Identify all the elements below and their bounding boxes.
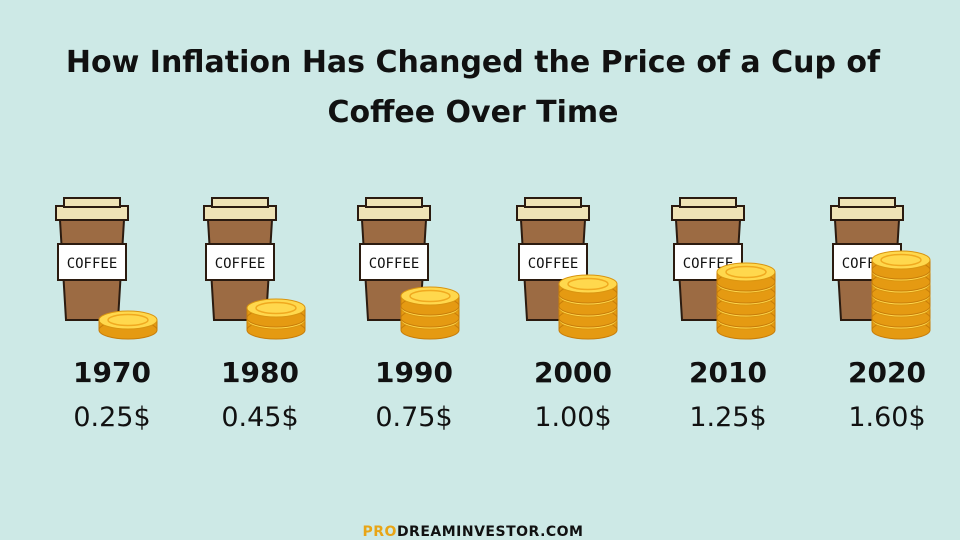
coffee-item-1980: COFFEE 1980 0.45$ xyxy=(200,190,360,440)
cup-lid-top xyxy=(63,197,121,208)
coin-stack xyxy=(716,262,776,340)
cup-sleeve xyxy=(205,243,275,281)
cup-sleeve xyxy=(359,243,429,281)
price-label: 0.25$ xyxy=(73,402,151,433)
coin-stack xyxy=(98,310,158,340)
brand-footer: PRODREAMINVESTOR.COM xyxy=(0,524,946,540)
coin-icon xyxy=(558,274,618,304)
cup-icon: COFFEE xyxy=(357,197,431,321)
year-label: 1980 xyxy=(221,356,299,389)
coffee-cup-icon: COFFEE xyxy=(203,197,306,340)
page-title: How Inflation Has Changed the Price of a… xyxy=(0,38,946,138)
title-line-2: Coffee Over Time xyxy=(327,95,619,130)
year-label: 2000 xyxy=(534,356,612,389)
cup-label: COFFEE xyxy=(67,256,118,272)
coin-stack xyxy=(400,286,460,340)
coffee-cup-icon: COFFEE xyxy=(55,197,158,340)
cup-lid-top xyxy=(838,197,896,208)
brand-rest: DREAMINVESTOR.COM xyxy=(396,524,584,540)
year-label: 2020 xyxy=(848,356,926,389)
cup-lid xyxy=(55,205,129,221)
cup-lid xyxy=(357,205,431,221)
coin-stack xyxy=(558,274,618,340)
cup-lid xyxy=(203,205,277,221)
price-label: 1.25$ xyxy=(689,402,767,433)
cup-lid-top xyxy=(679,197,737,208)
year-label: 1970 xyxy=(73,356,151,389)
cup-lid xyxy=(516,205,590,221)
brand-prefix: PRO xyxy=(362,524,397,540)
cup-lid xyxy=(671,205,745,221)
coin-icon xyxy=(871,250,931,280)
coffee-cup-icon: COFFEE xyxy=(830,197,931,340)
cup-label: COFFEE xyxy=(369,256,420,272)
cup-label: COFFEE xyxy=(215,256,266,272)
coin-icon xyxy=(400,286,460,316)
coffee-item-1990: COFFEE 1990 0.75$ xyxy=(354,190,514,440)
cup-sleeve xyxy=(57,243,127,281)
cup-sleeve xyxy=(518,243,588,281)
coffee-item-2020: COFFEE 2020 1.60$ xyxy=(827,190,960,440)
coffee-item-2000: COFFEE 2000 1.00$ xyxy=(513,190,673,440)
price-label: 0.45$ xyxy=(221,402,299,433)
cup-icon: COFFEE xyxy=(55,197,129,321)
cup-label: COFFEE xyxy=(528,256,579,272)
coin-icon xyxy=(716,262,776,292)
coffee-item-1970: COFFEE 1970 0.25$ xyxy=(52,190,212,440)
price-label: 1.60$ xyxy=(848,402,926,433)
coffee-cup-icon: COFFEE xyxy=(357,197,460,340)
coin-stack xyxy=(246,298,306,340)
cup-lid-top xyxy=(211,197,269,208)
price-label: 0.75$ xyxy=(375,402,453,433)
year-label: 1990 xyxy=(375,356,453,389)
cup-lid-top xyxy=(524,197,582,208)
coffee-cup-icon: COFFEE xyxy=(671,197,776,340)
price-label: 1.00$ xyxy=(534,402,612,433)
coin-stack xyxy=(871,250,931,340)
coffee-item-2010: COFFEE 2010 1.25$ xyxy=(668,190,828,440)
cup-lid xyxy=(830,205,904,221)
title-line-1: How Inflation Has Changed the Price of a… xyxy=(65,45,881,80)
coin-icon xyxy=(246,298,306,328)
cup-lid-top xyxy=(365,197,423,208)
coin-icon xyxy=(98,310,158,340)
year-label: 2010 xyxy=(689,356,767,389)
coffee-cup-icon: COFFEE xyxy=(516,197,618,340)
